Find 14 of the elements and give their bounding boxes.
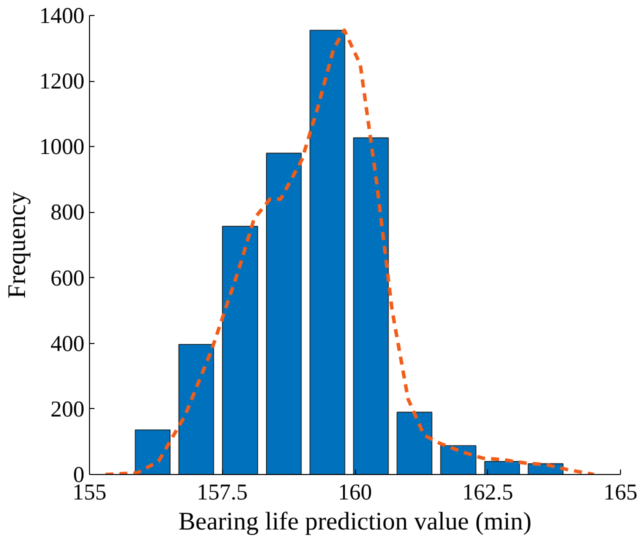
y-tick-label: 1400 [39,3,84,28]
x-tick-label: 160 [338,480,372,504]
y-axis-title: Frequency [3,191,32,298]
x-tick-label: 165 [604,480,638,504]
y-tick-label: 1000 [39,134,84,160]
y-tick-label: 1200 [39,68,84,94]
y-tick-label: 600 [50,265,84,290]
y-tick-label: 800 [50,200,84,225]
line-series [104,28,596,474]
x-tick-label: 162.5 [462,480,514,504]
x-axis-title: Bearing life prediction value (min) [178,508,532,536]
y-tick-label: 400 [50,330,84,356]
x-tick-label: 157.5 [196,480,248,504]
y-tick-label: 200 [50,396,84,422]
